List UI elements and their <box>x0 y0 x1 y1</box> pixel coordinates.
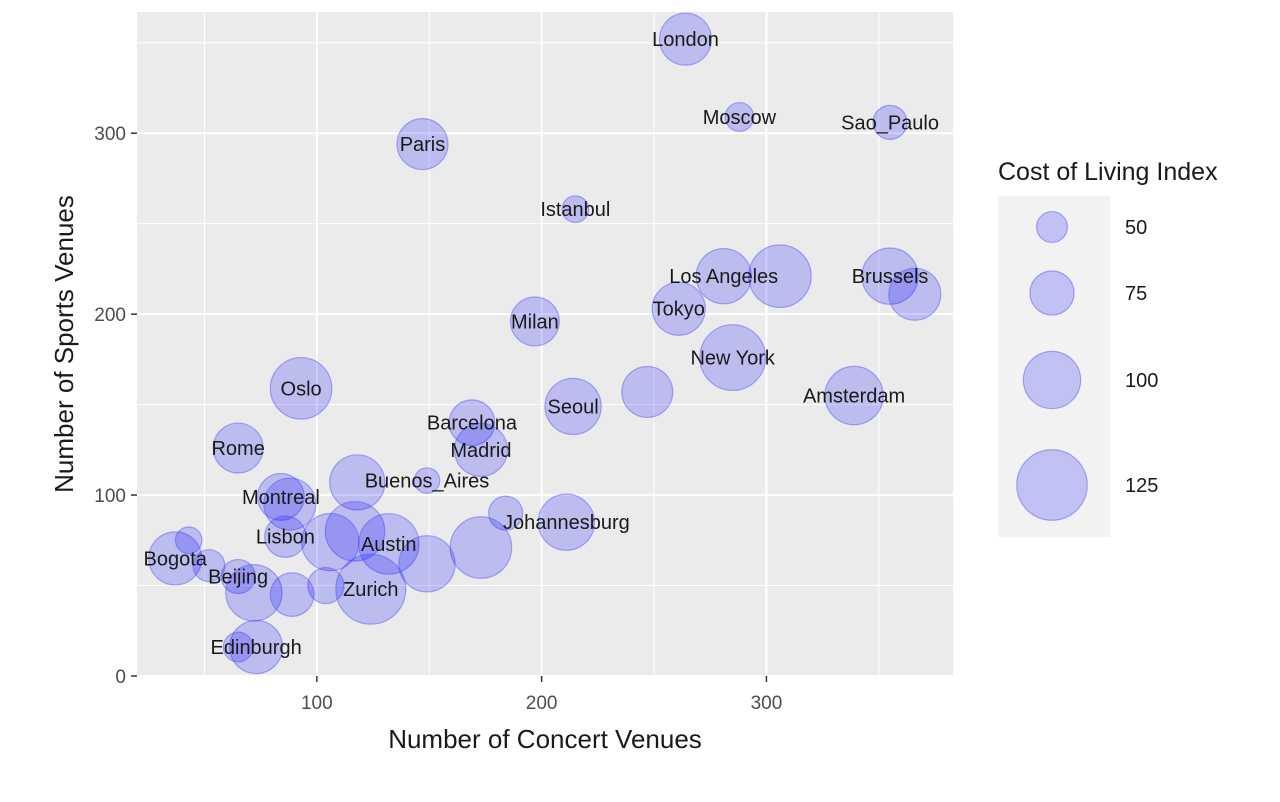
bubble-point <box>453 422 509 477</box>
bubble-point <box>396 118 449 171</box>
bubble-point <box>724 101 755 132</box>
city-label: Seoul <box>548 396 599 418</box>
city-label: Beijing <box>208 566 268 588</box>
bubble-point <box>256 472 305 521</box>
legend-key-bubble <box>1035 210 1069 244</box>
city-label: Austin <box>361 534 417 556</box>
bubble-point <box>269 572 315 617</box>
bubble-point <box>658 12 713 66</box>
y-tick-label: 100 <box>94 486 126 507</box>
city-label: London <box>652 29 719 51</box>
city-label: Zurich <box>343 579 399 601</box>
minor-gridlines <box>137 12 953 676</box>
bubble-point <box>148 531 203 586</box>
city-label: Barcelona <box>427 413 518 435</box>
x-axis-title: Number of Concert Venues <box>388 724 702 754</box>
legend-key-bubble <box>1022 350 1082 410</box>
bubble-point <box>220 558 256 595</box>
legend-title: Cost of Living Index <box>998 158 1218 186</box>
bubble-point <box>357 513 420 575</box>
city-label: Sao_Paulo <box>841 112 939 134</box>
bubble-point <box>269 356 333 420</box>
city-label: Moscow <box>703 107 777 129</box>
bubble-layer <box>148 12 942 675</box>
bubble-point <box>307 566 345 605</box>
city-label: Rome <box>211 438 264 460</box>
bubble-point <box>324 500 386 562</box>
plot-panel <box>137 12 953 676</box>
bubble-point <box>449 516 513 579</box>
city-label: New York <box>690 348 775 370</box>
city-label: Paris <box>400 134 446 156</box>
city-label: Istanbul <box>540 199 610 221</box>
city-label: Madrid <box>450 440 511 462</box>
city-label: Johannesburg <box>503 512 630 534</box>
legend-key-background <box>998 196 1110 537</box>
bubble-point <box>699 324 767 392</box>
bubble-point <box>263 477 317 531</box>
city-label: Los Angeles <box>669 266 778 288</box>
city-label: Milan <box>511 311 559 333</box>
bubble-point <box>872 104 908 140</box>
city-label-layer: London Moscow Sao_Paulo Paris Istanbul Los An… <box>144 29 939 659</box>
bubble-point <box>225 564 283 622</box>
bubble-point <box>748 244 812 309</box>
city-label: Lisbon <box>256 527 315 549</box>
bubble-point <box>229 619 284 675</box>
y-axis-title: Number of Sports Venues <box>49 195 79 493</box>
size-legend: Cost of Living Index 50 75 100 125 <box>998 158 1218 537</box>
legend-key-bubble <box>1016 449 1088 521</box>
bubble-point <box>861 247 919 305</box>
bubble-point <box>621 365 674 419</box>
bubble-point <box>537 493 596 551</box>
bubble-point <box>413 467 441 494</box>
x-tick-label: 200 <box>526 693 558 714</box>
bubble-point <box>329 454 386 511</box>
x-tick-label: 100 <box>301 693 333 714</box>
bubble-point <box>174 526 203 555</box>
bubble-point <box>222 631 254 663</box>
city-label: Bogota <box>144 548 208 570</box>
bubble-point <box>544 377 602 436</box>
bubble-point <box>448 399 496 447</box>
city-label: Amsterdam <box>803 386 905 408</box>
bubble-point <box>488 495 524 531</box>
bubble-point <box>509 296 560 347</box>
bubble-point <box>264 515 307 559</box>
bubble-point <box>301 512 360 572</box>
bubble-point <box>695 247 752 305</box>
legend-entry-label: 125 <box>1125 475 1158 497</box>
city-label: Montreal <box>242 487 320 509</box>
legend-entry-label: 50 <box>1125 217 1147 239</box>
major-gridlines <box>137 12 953 677</box>
axes: 100 200 300 0 100 200 300 <box>94 124 782 714</box>
y-tick-label: 0 <box>115 667 126 688</box>
legend-key-bubble <box>1029 270 1075 316</box>
legend-entry-label: 75 <box>1125 283 1147 305</box>
bubble-point <box>561 195 590 224</box>
bubble-point <box>824 365 884 426</box>
bubble-point <box>335 553 407 625</box>
city-label: Oslo <box>281 378 322 400</box>
bubble-point <box>888 267 942 321</box>
legend-entry-label: 100 <box>1125 370 1158 392</box>
city-label: Tokyo <box>653 299 705 321</box>
city-label: Brussels <box>852 266 929 288</box>
bubble-point <box>398 535 456 593</box>
bubble-point <box>192 549 226 583</box>
city-label: Edinburgh <box>211 637 302 659</box>
x-tick-label: 300 <box>751 693 783 714</box>
city-label: Buenos_Aires <box>365 471 490 493</box>
bubble-point <box>212 422 264 474</box>
y-tick-label: 300 <box>94 124 126 145</box>
bubble-point <box>651 281 706 336</box>
y-tick-label: 200 <box>94 305 126 326</box>
